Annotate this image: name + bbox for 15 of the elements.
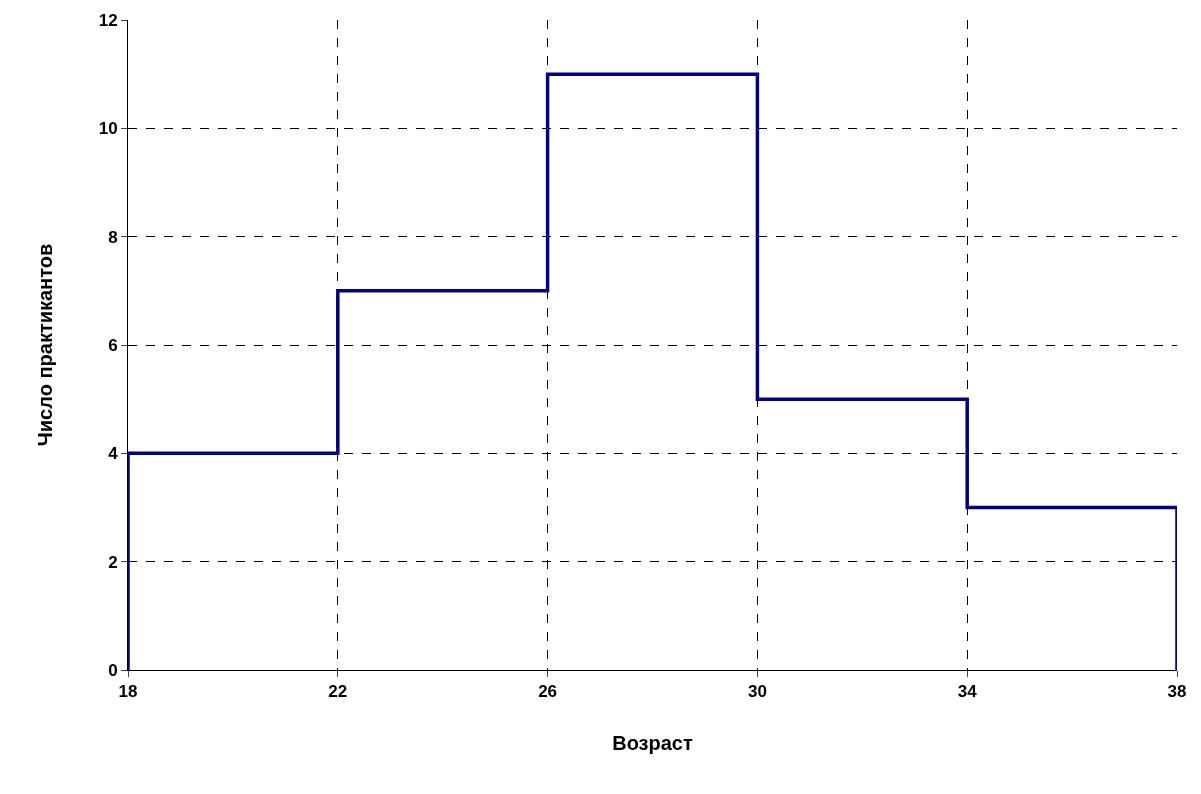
- x-tick-label: 22: [328, 682, 348, 702]
- y-tick-label: 4: [108, 444, 119, 464]
- y-tick-label: 6: [108, 335, 118, 355]
- x-axis-title: Возраст: [612, 731, 693, 754]
- x-tick-label: 18: [118, 682, 138, 702]
- x-tick-label: 30: [747, 682, 767, 702]
- y-tick-label: 12: [98, 10, 118, 30]
- x-tick-label: 34: [957, 682, 978, 702]
- x-tick-label: 26: [538, 682, 558, 702]
- x-tick-label: 38: [1167, 682, 1187, 702]
- y-axis-title: Число практикантов: [34, 243, 57, 447]
- y-tick-label: 0: [108, 660, 118, 680]
- y-tick-label: 8: [108, 227, 118, 247]
- y-tick-label: 10: [98, 119, 118, 139]
- y-tick-label: 2: [108, 552, 118, 572]
